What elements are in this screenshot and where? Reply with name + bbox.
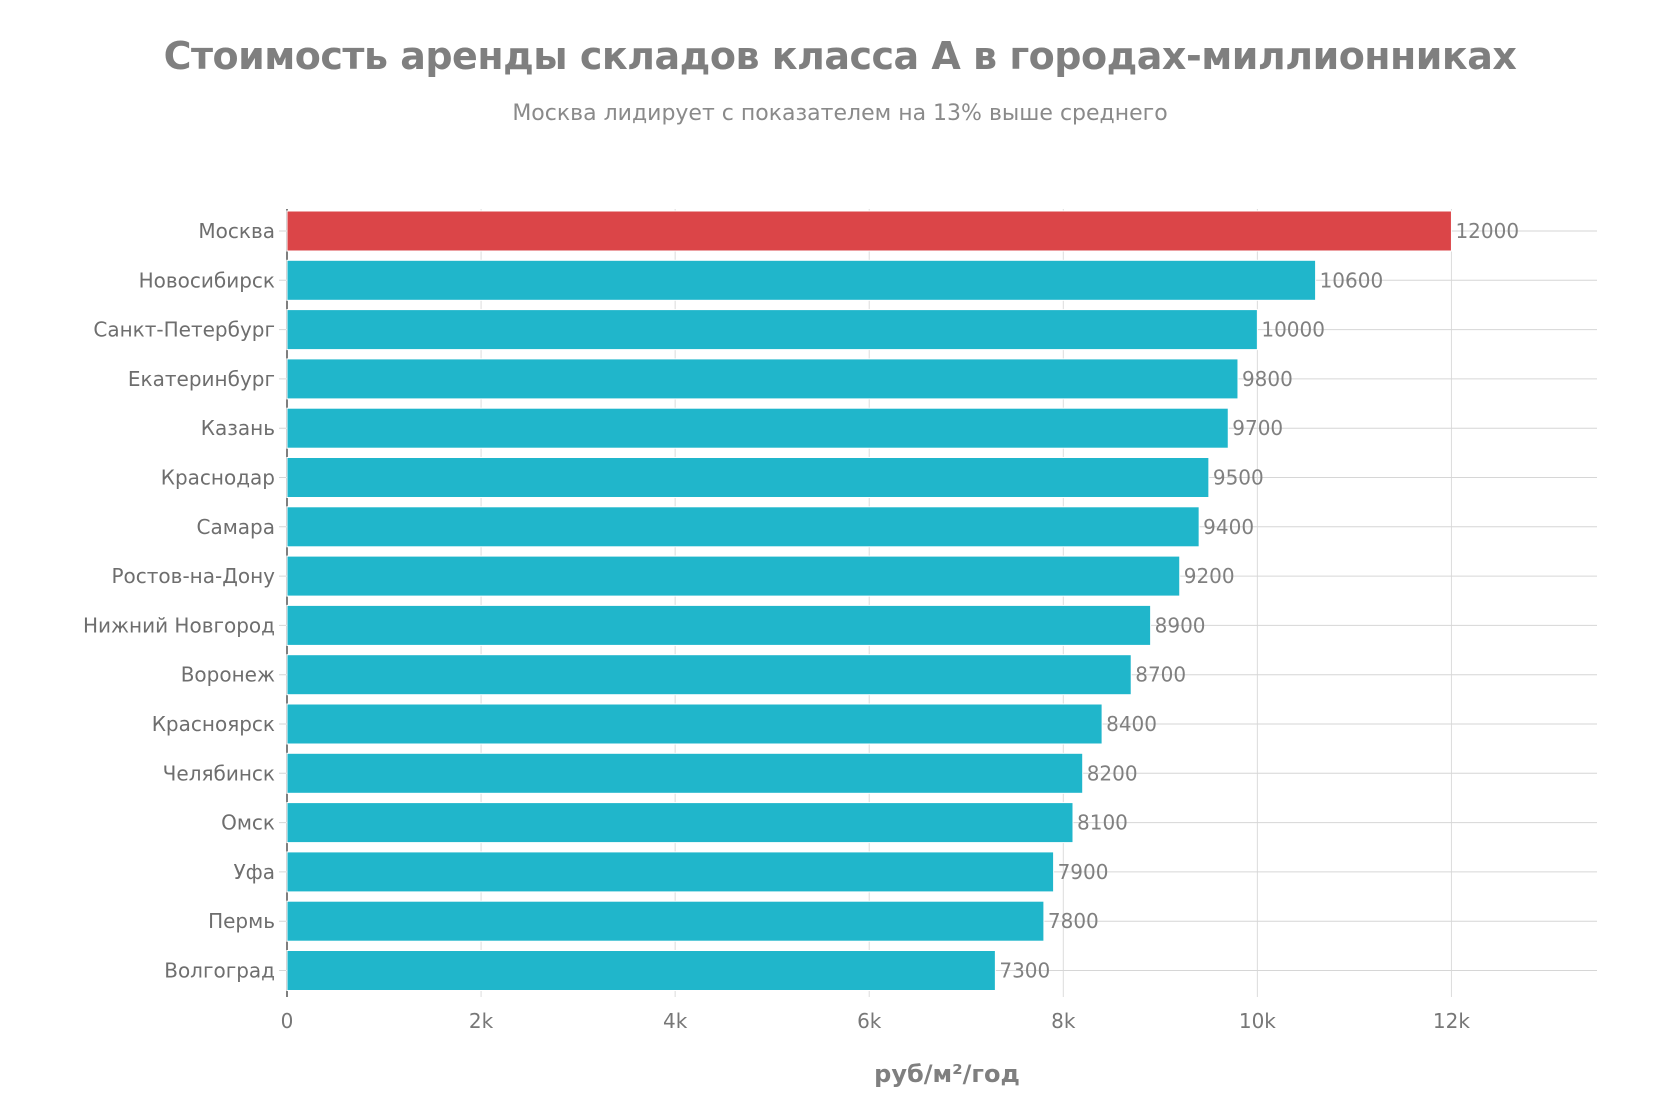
x-tick-label: 2k (469, 1009, 494, 1033)
bar (286, 802, 1074, 844)
data-label: 8700 (1135, 663, 1186, 687)
x-tick-label: 8k (1051, 1009, 1076, 1033)
data-label: 7800 (1048, 909, 1099, 933)
data-label: 7300 (999, 959, 1050, 983)
bar (286, 703, 1103, 745)
category-label: Воронеж (181, 663, 275, 687)
chart-title: Стоимость аренды складов класса А в горо… (163, 34, 1517, 78)
data-label: 7900 (1058, 860, 1109, 884)
data-label: 10600 (1320, 268, 1384, 292)
chart-subtitle: Москва лидирует с показателем на 13% выш… (512, 101, 1168, 126)
data-label: 8100 (1077, 811, 1128, 835)
bar (286, 309, 1258, 351)
bar (286, 457, 1210, 498)
bar (286, 210, 1452, 252)
data-label: 12000 (1455, 219, 1519, 243)
category-label: Самара (196, 515, 275, 539)
data-label: 9200 (1184, 564, 1235, 588)
data-label: 8900 (1155, 613, 1206, 637)
category-label: Казань (201, 416, 275, 440)
bar (286, 358, 1239, 400)
category-label: Новосибирск (139, 268, 275, 292)
x-tick-label: 6k (857, 1009, 882, 1033)
x-tick-label: 4k (663, 1009, 688, 1033)
bar (286, 555, 1181, 597)
data-label: 9500 (1213, 466, 1264, 490)
data-label: 8400 (1106, 712, 1157, 736)
data-label: 9400 (1203, 515, 1254, 539)
bar (286, 950, 996, 991)
data-label: 9700 (1232, 416, 1283, 440)
data-label: 9800 (1242, 367, 1293, 391)
x-tick-label: 10k (1239, 1009, 1276, 1033)
category-label: Ростов-на-Дону (111, 564, 275, 588)
x-tick-label: 12k (1433, 1009, 1470, 1033)
x-tick-label: 0 (281, 1009, 294, 1033)
bar (286, 654, 1132, 696)
category-label: Москва (198, 219, 275, 243)
category-label: Омск (221, 811, 275, 835)
category-label: Краснодар (161, 466, 275, 490)
category-label: Нижний Новгород (83, 613, 275, 637)
bar (286, 259, 1317, 301)
bar (286, 407, 1229, 449)
bar (286, 506, 1200, 548)
x-axis-title: руб/м²/год (874, 1060, 1020, 1088)
bar (286, 604, 1152, 646)
bar (286, 851, 1055, 893)
data-label: 10000 (1261, 318, 1325, 342)
category-label: Волгоград (164, 959, 275, 983)
category-label: Красноярск (152, 712, 275, 736)
data-label: 8200 (1087, 761, 1138, 785)
category-label: Пермь (208, 909, 275, 933)
category-label: Санкт-Петербург (93, 318, 275, 342)
bar (286, 752, 1084, 794)
category-label: Екатеринбург (128, 367, 275, 391)
bar (286, 900, 1045, 942)
category-label: Челябинск (163, 761, 275, 785)
category-label: Уфа (233, 860, 275, 884)
